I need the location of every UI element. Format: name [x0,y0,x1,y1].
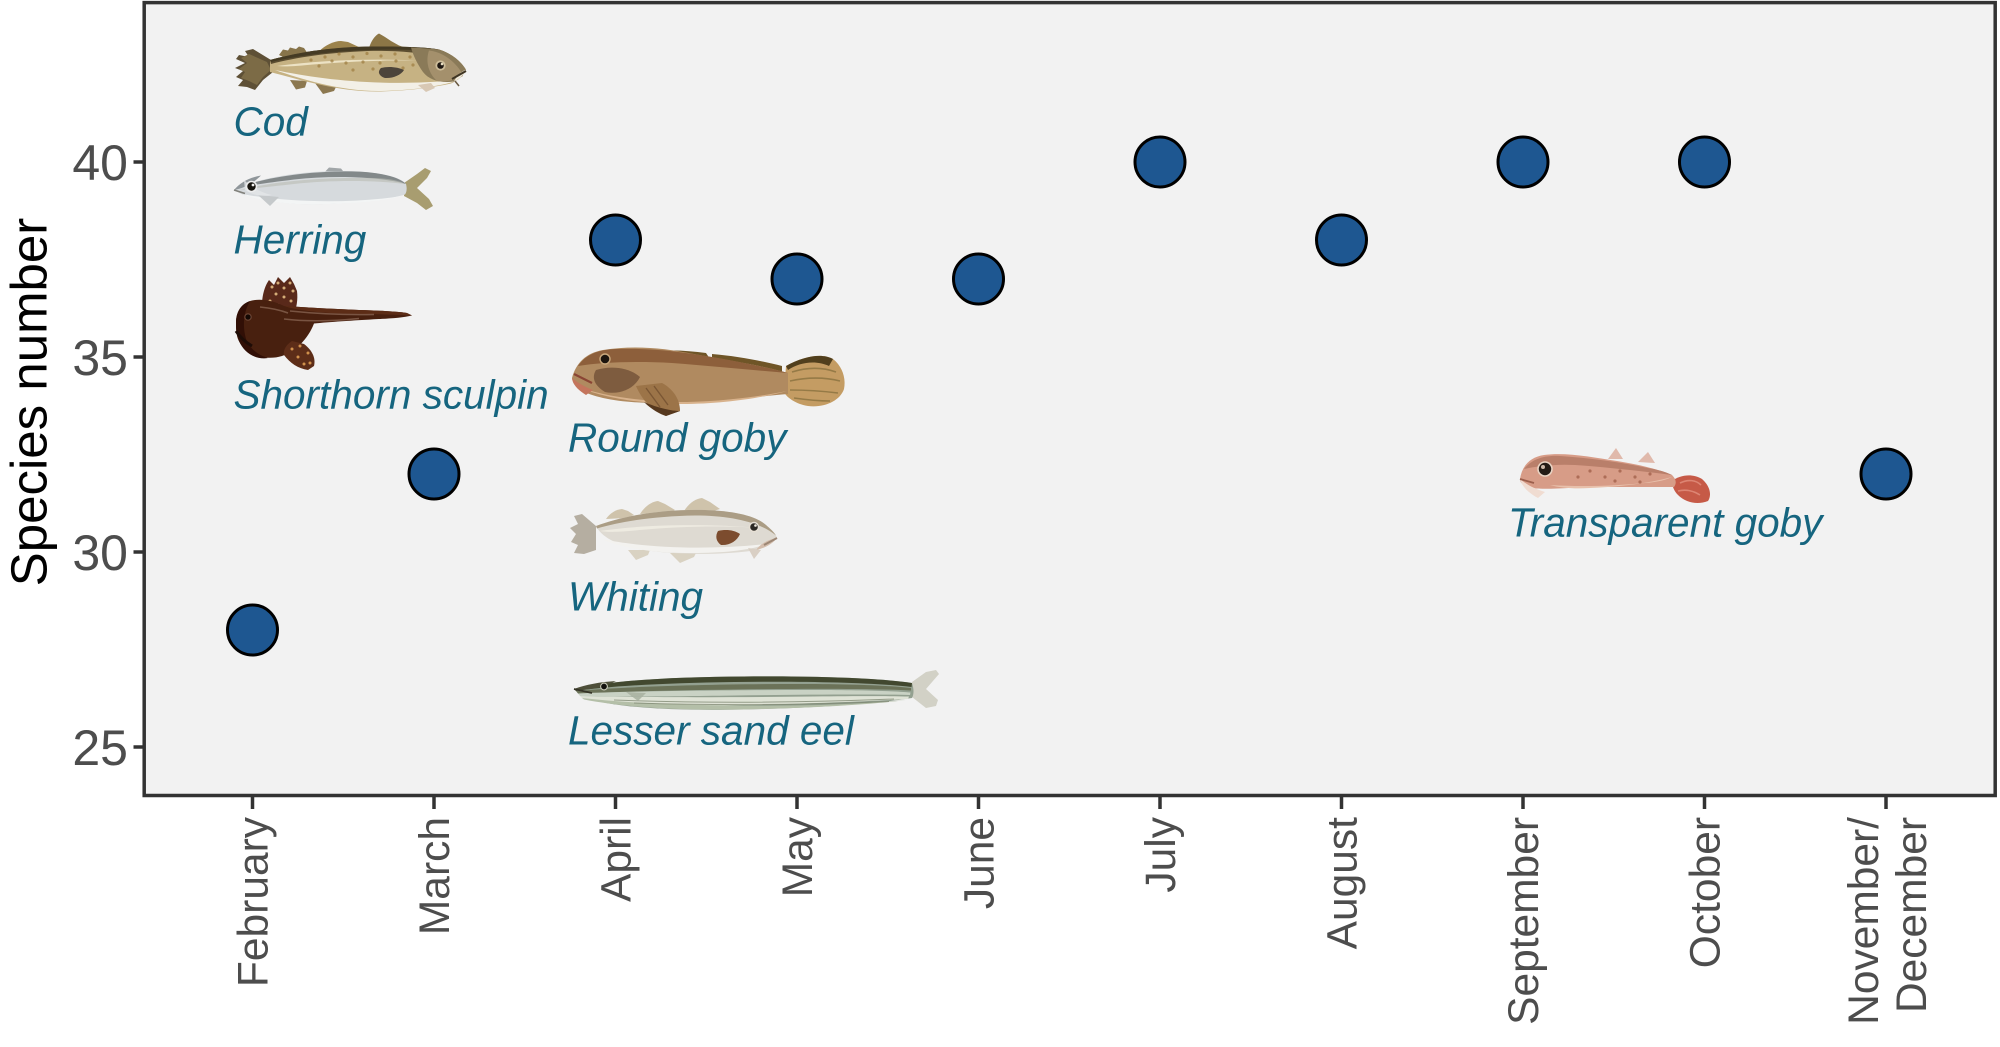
svg-text:25: 25 [72,720,128,776]
svg-text:December: December [1889,817,1936,1013]
svg-text:40: 40 [72,135,128,191]
svg-text:February: February [230,816,277,987]
svg-text:Round goby: Round goby [568,415,789,461]
svg-text:August: August [1319,817,1366,950]
svg-text:July: July [1138,816,1185,892]
svg-text:Lesser sand eel: Lesser sand eel [568,708,855,754]
svg-text:Shorthorn sculpin: Shorthorn sculpin [234,372,549,418]
svg-text:Species number: Species number [1,218,58,587]
svg-text:35: 35 [72,330,128,386]
svg-text:30: 30 [72,525,128,581]
svg-text:June: June [956,817,1003,909]
svg-text:March: March [412,817,459,935]
svg-text:May: May [775,816,822,897]
svg-text:Whiting: Whiting [568,574,704,620]
svg-text:October: October [1682,817,1729,968]
svg-text:November/: November/ [1841,817,1888,1025]
svg-text:Transparent goby: Transparent goby [1508,500,1825,546]
svg-text:Cod: Cod [234,99,310,145]
svg-text:April: April [593,817,640,902]
svg-text:Herring: Herring [234,217,367,263]
svg-text:September: September [1501,817,1548,1025]
